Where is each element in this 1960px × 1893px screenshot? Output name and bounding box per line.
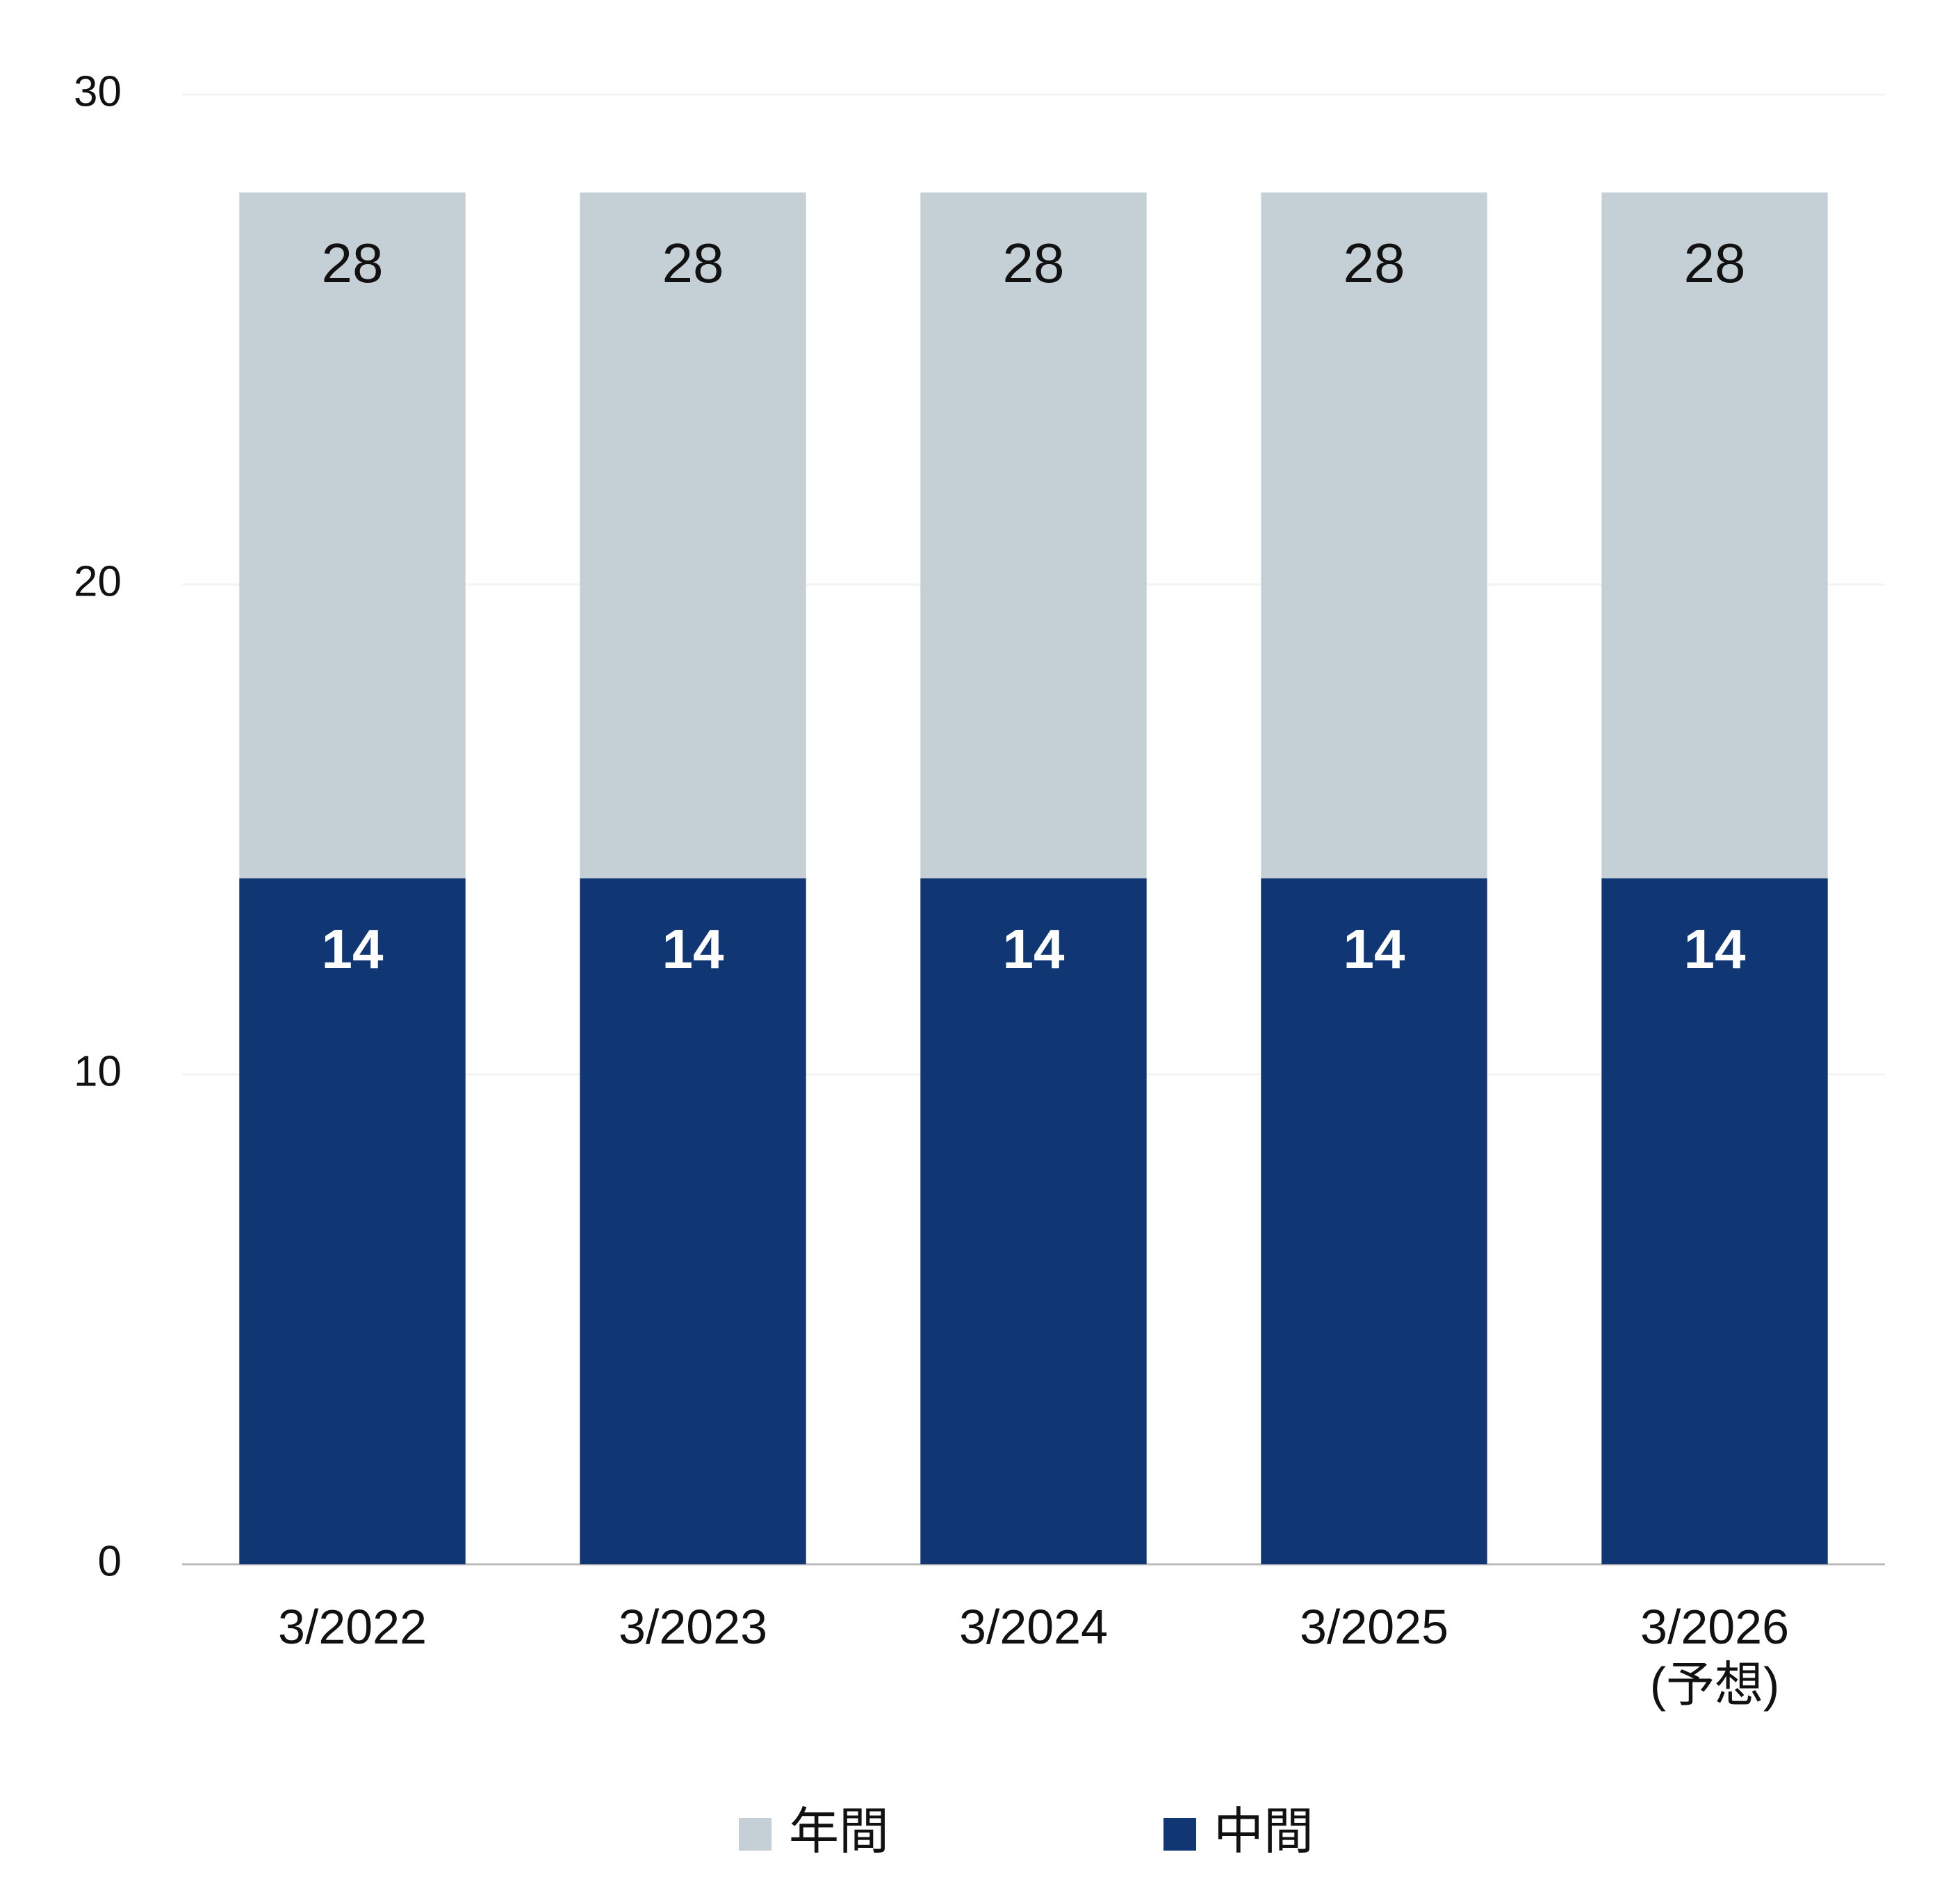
y-tick-label: 30 xyxy=(74,67,122,115)
value-label: 14 xyxy=(662,918,724,980)
legend-swatch xyxy=(1163,1818,1196,1851)
value-label: 28 xyxy=(662,232,724,294)
y-tick-label: 0 xyxy=(98,1537,122,1585)
value-label: 28 xyxy=(1344,232,1405,294)
value-label: 28 xyxy=(1684,232,1746,294)
y-tick-label: 10 xyxy=(74,1047,122,1095)
x-tick-label: 3/2022 xyxy=(277,1600,427,1654)
y-tick-label: 20 xyxy=(74,557,122,605)
value-label: 28 xyxy=(1003,232,1065,294)
bar xyxy=(580,878,806,1564)
x-tick-label: 3/2026 (予想) xyxy=(1640,1600,1790,1712)
value-label: 14 xyxy=(322,918,384,980)
bar xyxy=(1601,878,1828,1564)
value-label: 14 xyxy=(1344,918,1405,980)
x-tick-label: 3/2023 xyxy=(618,1600,768,1654)
value-label: 14 xyxy=(1003,918,1065,980)
value-label: 14 xyxy=(1684,918,1746,980)
value-label: 28 xyxy=(322,232,384,294)
legend-label: 年間 xyxy=(789,1804,889,1860)
x-tick-label: 3/2024 xyxy=(958,1600,1109,1654)
bar xyxy=(239,878,466,1564)
bar xyxy=(920,878,1147,1564)
x-tick-label: 3/2025 xyxy=(1299,1600,1449,1654)
legend-swatch xyxy=(739,1818,771,1851)
bar xyxy=(1261,878,1487,1564)
legend-label: 中間 xyxy=(1214,1804,1314,1860)
